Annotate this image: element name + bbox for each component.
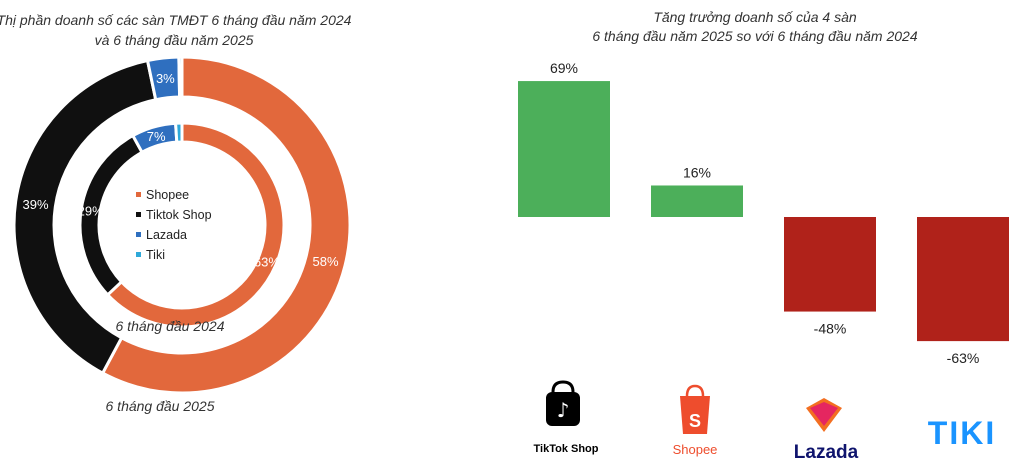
legend-label-shopee: Shopee <box>146 188 189 202</box>
legend-swatch-shopee <box>136 192 141 197</box>
lazada-heart-inner <box>810 402 838 426</box>
inner-ring-label: 6 tháng đầu 2024 <box>116 318 225 334</box>
bar-lazada <box>784 217 876 312</box>
inner-slice-label-tiktok: 29% <box>78 204 104 219</box>
tiktok-shop-logo: ♪ TikTok Shop <box>534 380 599 455</box>
bar-value-label-0: 69% <box>550 60 578 76</box>
donut-legend: Shopee Tiktok Shop Lazada Tiki <box>136 188 212 262</box>
lazada-logo: Lazada <box>794 398 859 463</box>
lazada-logo-text: Lazada <box>794 442 859 463</box>
bar-value-label-3: -63% <box>947 350 980 366</box>
bar-shopee <box>651 185 743 217</box>
tiki-logo: TIKI <box>928 415 996 451</box>
legend-swatch-lazada <box>136 232 141 237</box>
bar-chart: 69% 16% -48% -63% <box>518 60 1009 366</box>
donut-chart: 63% 29% 7% 58% 39% 3% <box>12 55 352 395</box>
bar-value-label-1: 16% <box>683 164 711 180</box>
bar-tiki <box>917 217 1009 342</box>
donut-title-line-1: Thị phần doanh số các sàn TMĐT 6 tháng đ… <box>0 12 352 28</box>
tiki-logo-text: TIKI <box>928 415 996 451</box>
bar-value-label-2: -48% <box>814 321 847 337</box>
tiktok-bag-icon <box>546 392 580 426</box>
legend-label-tiki: Tiki <box>146 248 165 262</box>
shopee-logo: S Shopee <box>673 384 718 457</box>
bar-title-line-1: Tăng trưởng doanh số của 4 sàn <box>653 9 857 25</box>
inner-slice-label-shopee: 63% <box>254 255 280 270</box>
inner-slice-label-lazada: 7% <box>147 129 166 144</box>
outer-slice-label-tiktok: 39% <box>22 197 48 212</box>
shopee-s-mark: S <box>689 411 701 431</box>
tiktok-shop-logo-text: TikTok Shop <box>534 443 599 455</box>
legend-swatch-tiki <box>136 252 141 257</box>
legend-label-tiktok: Tiktok Shop <box>146 208 212 222</box>
outer-slice-tiki <box>177 55 184 99</box>
tiktok-bag-handle <box>551 380 575 393</box>
outer-slice-label-lazada: 3% <box>156 71 175 86</box>
shopee-bag-handle <box>685 384 705 397</box>
tiktok-note-icon: ♪ <box>557 398 570 422</box>
shopee-bag-icon <box>680 396 710 434</box>
bar-tiktok-shop <box>518 81 610 217</box>
outer-ring-label: 6 tháng đầu 2025 <box>106 398 215 414</box>
bar-title-line-2: 6 tháng đầu năm 2025 so với 6 tháng đầu … <box>592 28 917 44</box>
inner-slice-tiki <box>174 121 184 144</box>
outer-slice-shopee <box>100 55 352 395</box>
donut-title-line-2: và 6 tháng đầu năm 2025 <box>95 32 254 48</box>
outer-slice-label-shopee: 58% <box>313 254 339 269</box>
legend-swatch-tiktok <box>136 212 141 217</box>
legend-label-lazada: Lazada <box>146 228 187 242</box>
shopee-logo-text: Shopee <box>673 442 718 457</box>
